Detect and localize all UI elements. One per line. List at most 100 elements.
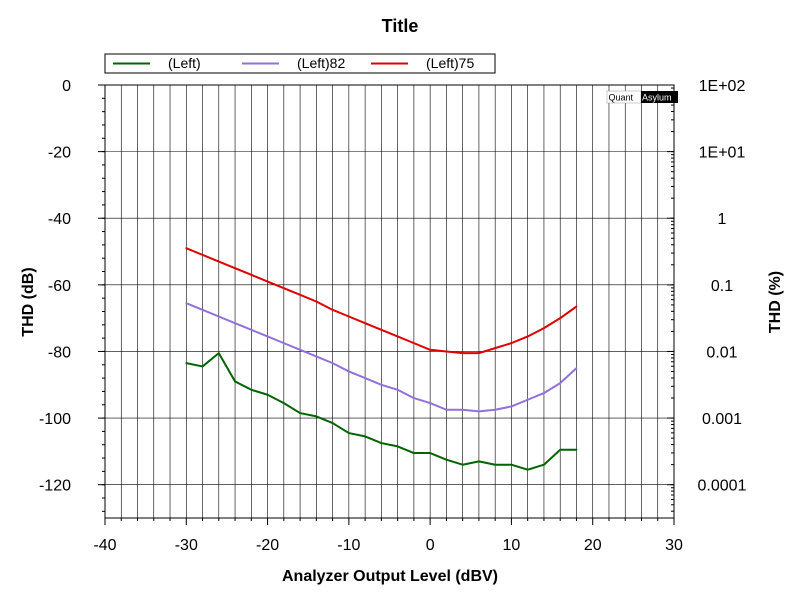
data-point [526, 335, 529, 338]
data-point [526, 398, 529, 401]
data-point [429, 402, 432, 404]
chart-title: Title [382, 16, 419, 36]
data-point [185, 362, 188, 365]
data-point [347, 370, 350, 373]
y2-axis-title: THD (%) [767, 271, 784, 333]
x-tick-label: 0 [426, 537, 435, 554]
data-point [396, 445, 399, 448]
y-tick-label: -80 [48, 344, 71, 361]
data-point [315, 415, 318, 418]
plot-frame [104, 84, 675, 519]
data-point [347, 432, 350, 434]
y-tick-label: -60 [48, 278, 71, 295]
data-point [364, 377, 367, 380]
data-point [364, 435, 367, 438]
y-axis-ticks: 0 -20 -40 -60 -80 -100 -120 [39, 78, 105, 512]
x-tick-label: 20 [584, 537, 602, 554]
x-tick-label: -30 [175, 537, 198, 554]
data-point [543, 392, 545, 394]
series-2 [185, 302, 578, 413]
data-point [217, 352, 220, 355]
legend-label: (Left) [168, 55, 201, 71]
data-point [250, 328, 253, 331]
series-1 [185, 352, 578, 471]
data-point [364, 322, 367, 325]
y-tick-label: -40 [48, 211, 71, 228]
x-tick-label: 30 [665, 537, 683, 554]
data-point [575, 367, 578, 370]
legend-label: (Left)82 [297, 55, 345, 71]
logo-text-asylum: Asylum [642, 93, 672, 103]
data-point [429, 348, 432, 351]
data-point [234, 322, 236, 325]
data-point [347, 315, 350, 318]
data-point [315, 355, 318, 358]
data-point [234, 267, 236, 270]
y2-tick-label: 1E+01 [699, 145, 746, 162]
data-point [201, 308, 204, 311]
data-point [461, 463, 464, 466]
y2-tick-label: 0.0001 [698, 478, 747, 495]
y-tick-label: -120 [39, 478, 71, 495]
data-point [266, 280, 269, 283]
y-tick-label: 0 [62, 78, 71, 95]
x-tick-label: 10 [503, 537, 521, 554]
data-point [201, 365, 204, 368]
data-point [494, 408, 497, 411]
quantasylum-logo: Quant Asylum [606, 90, 678, 104]
legend-box [104, 53, 496, 74]
y-axis-title: THD (dB) [20, 267, 37, 336]
data-point [478, 410, 480, 413]
data-point [201, 253, 204, 256]
x-tick-label: -20 [256, 537, 279, 554]
logo-text-quant: Quant [609, 93, 634, 103]
data-point [478, 352, 480, 355]
data-point [510, 405, 513, 408]
data-point [412, 342, 415, 345]
data-point [543, 327, 545, 330]
x-axis-ticks: -40 -30 -20 -10 0 10 20 30 [93, 518, 683, 554]
data-point [543, 463, 545, 466]
data-point [266, 393, 269, 396]
data-point [185, 247, 188, 250]
data-point [396, 388, 399, 391]
data-point [250, 388, 253, 391]
data-point [299, 412, 301, 414]
x-axis-title: Analyzer Output Level (dBV) [282, 568, 498, 585]
data-point [396, 335, 399, 338]
data-point [217, 260, 220, 263]
data-point [559, 317, 562, 320]
y2-tick-label: 0.1 [711, 278, 733, 295]
data-point [478, 460, 480, 463]
data-point [331, 308, 334, 311]
series-group [185, 247, 578, 471]
y2-tick-label: 1E+02 [699, 78, 746, 95]
data-point [250, 273, 253, 276]
data-point [526, 468, 529, 471]
data-point [559, 382, 562, 385]
data-point [510, 463, 513, 466]
data-point [380, 383, 383, 386]
y2-tick-label: 0.001 [702, 411, 742, 428]
data-point [445, 458, 448, 461]
data-point [429, 452, 432, 454]
data-point [380, 328, 383, 331]
data-point [185, 302, 188, 305]
data-point [315, 300, 318, 303]
data-point [234, 380, 236, 383]
legend: (Left) (Left)82 (Left)75 [104, 53, 496, 74]
legend-label: (Left)75 [426, 55, 474, 71]
data-point [217, 315, 220, 318]
data-point [461, 408, 464, 411]
grid [105, 84, 674, 518]
data-point [331, 362, 334, 365]
y-tick-label: -20 [48, 145, 71, 162]
data-point [412, 452, 415, 454]
data-point [266, 335, 269, 338]
data-point [494, 463, 497, 466]
data-point [575, 448, 578, 451]
x-tick-label: -40 [93, 537, 116, 554]
data-point [445, 408, 448, 411]
y2-tick-label: 0.01 [706, 344, 737, 361]
data-point [494, 347, 497, 350]
